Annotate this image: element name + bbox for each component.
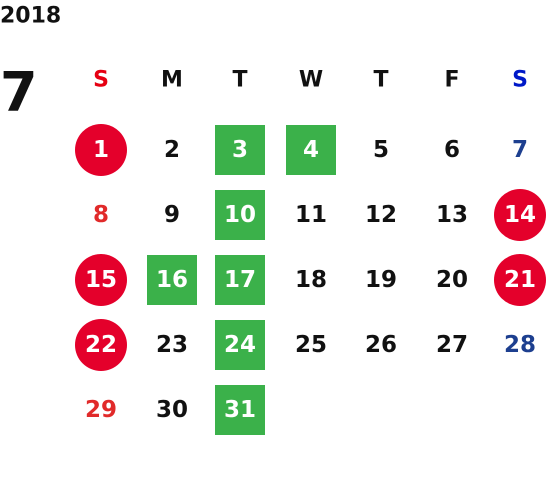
day-number: 25 <box>295 332 327 358</box>
day-number: 9 <box>164 202 180 228</box>
event-marker <box>215 320 265 370</box>
day-number: 17 <box>224 267 256 293</box>
day-number: 26 <box>365 332 397 358</box>
day-number: 5 <box>373 137 389 163</box>
day-number: 15 <box>85 267 117 293</box>
holiday-marker <box>75 124 127 176</box>
day-number: 10 <box>224 202 256 228</box>
month: 7 <box>0 61 38 124</box>
event-marker <box>286 125 336 175</box>
weekday-label: S <box>93 68 109 93</box>
weekday-label: W <box>299 68 323 93</box>
day-number: 16 <box>156 267 188 293</box>
day-number: 4 <box>303 137 319 163</box>
day-number: 1 <box>93 137 109 163</box>
event-marker <box>215 255 265 305</box>
day-number: 12 <box>365 202 397 228</box>
weekday-label: S <box>512 68 528 93</box>
day-number: 19 <box>365 267 397 293</box>
weekday-label: T <box>373 68 388 93</box>
day-number: 29 <box>85 397 117 423</box>
day-number: 21 <box>504 267 536 293</box>
day-number: 31 <box>224 397 256 423</box>
day-number: 7 <box>512 137 528 163</box>
day-number: 6 <box>444 137 460 163</box>
weekday-label: T <box>232 68 247 93</box>
day-number: 23 <box>156 332 188 358</box>
day-number: 27 <box>436 332 468 358</box>
day-number: 24 <box>224 332 256 358</box>
day-number: 28 <box>504 332 536 358</box>
event-marker <box>215 190 265 240</box>
day-number: 3 <box>232 137 248 163</box>
holiday-marker <box>75 319 127 371</box>
weekday-label: F <box>444 68 459 93</box>
day-number: 22 <box>85 332 117 358</box>
day-number: 30 <box>156 397 188 423</box>
holiday-marker <box>494 254 546 306</box>
day-number: 8 <box>93 202 109 228</box>
event-marker <box>147 255 197 305</box>
event-marker <box>215 385 265 435</box>
weekday-label: M <box>161 68 183 93</box>
holiday-marker <box>75 254 127 306</box>
day-number: 20 <box>436 267 468 293</box>
day-number: 2 <box>164 137 180 163</box>
year: 2018 <box>0 4 61 29</box>
holiday-marker <box>494 189 546 241</box>
event-marker <box>215 125 265 175</box>
day-number: 13 <box>436 202 468 228</box>
day-number: 18 <box>295 267 327 293</box>
day-number: 11 <box>295 202 327 228</box>
day-number: 14 <box>504 202 536 228</box>
